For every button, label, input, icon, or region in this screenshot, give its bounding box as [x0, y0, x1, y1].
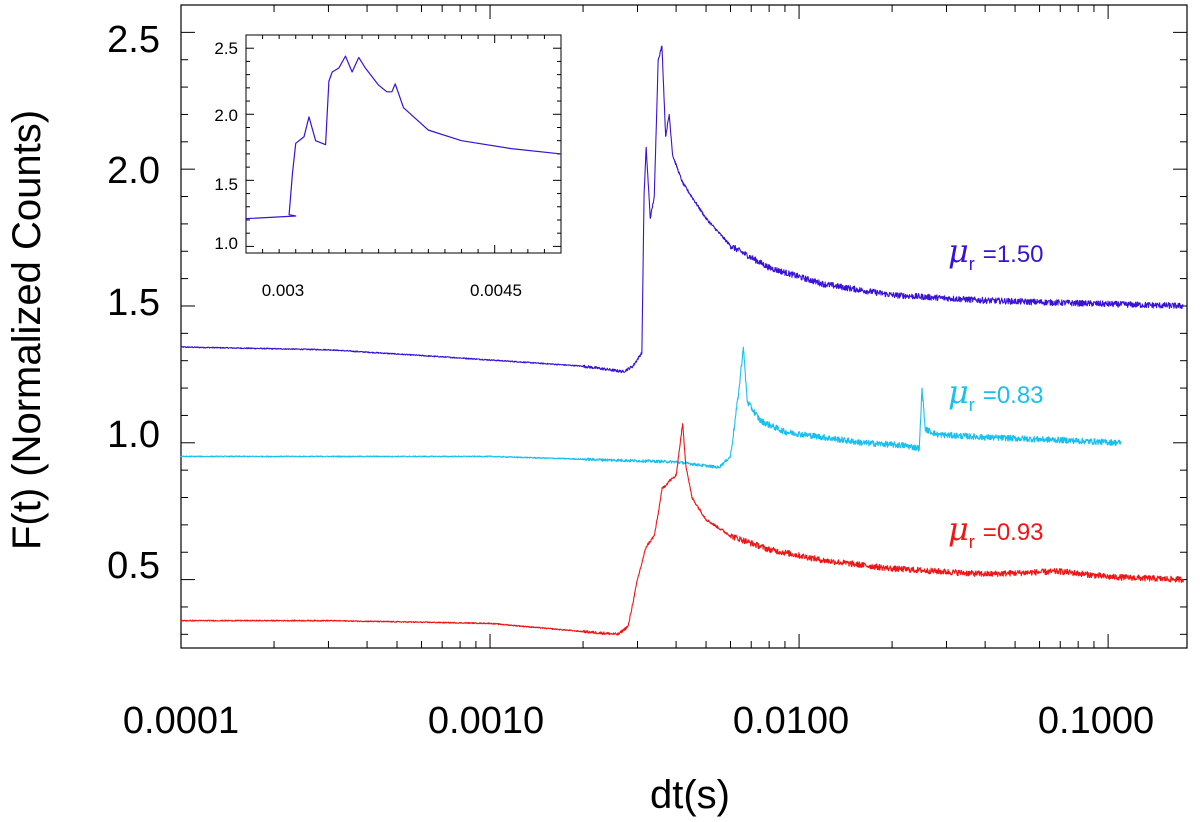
x-tick-label: 0.0100 — [733, 700, 849, 742]
series-label-value: =0.83 — [983, 382, 1044, 409]
y-tick-label: 0.5 — [107, 545, 160, 587]
series-label-value: =0.93 — [983, 519, 1044, 546]
x-tick-label: 0.1000 — [1038, 700, 1154, 742]
y-tick-label: 2.0 — [107, 150, 160, 192]
inset-x-tick-label: 0.003 — [262, 281, 305, 300]
y-tick-label: 2.5 — [107, 19, 160, 61]
series-label-sub: r — [969, 395, 975, 415]
series-label-sub: r — [969, 254, 975, 274]
main-series-lines — [180, 45, 1184, 636]
inset-y-tick-label: 1.5 — [214, 175, 238, 194]
y-tick-label: 1.0 — [107, 414, 160, 456]
series-label-sub: r — [969, 532, 975, 552]
x-tick-label: 0.0010 — [428, 700, 544, 742]
y-tick-label: 1.5 — [107, 282, 160, 324]
series-line-1 — [180, 346, 1122, 469]
inset-series-line-0 — [245, 55, 562, 220]
inset-plot-frame — [245, 34, 562, 254]
inset-x-tick-label: 0.0045 — [470, 281, 522, 300]
main-plot-frame — [180, 4, 1188, 649]
series-label-mu: μ — [948, 510, 969, 548]
series-line-0 — [180, 45, 1184, 374]
series-label-1-50: μr =1.50 — [948, 232, 1044, 274]
series-label-mu: μ — [948, 232, 969, 270]
inset-y-tick-label: 1.0 — [214, 234, 238, 253]
inset-y-tick-label: 2.0 — [214, 106, 238, 125]
series-label-value: =1.50 — [983, 241, 1044, 268]
main-axis-ticks — [180, 5, 1187, 648]
inset-series-lines — [245, 55, 562, 220]
series-label-0-83: μr =0.83 — [948, 373, 1044, 415]
series-label-0-93: μr =0.93 — [948, 510, 1044, 552]
y-axis-title: F(t) (Normalized Counts) — [5, 110, 49, 550]
inset-y-tick-label: 2.5 — [214, 39, 238, 58]
x-axis-title: dt(s) — [650, 773, 730, 817]
inset-axis-ticks — [245, 35, 562, 253]
series-label-mu: μ — [948, 373, 969, 411]
series-line-2 — [180, 423, 1184, 636]
x-tick-label: 0.0001 — [123, 700, 239, 742]
